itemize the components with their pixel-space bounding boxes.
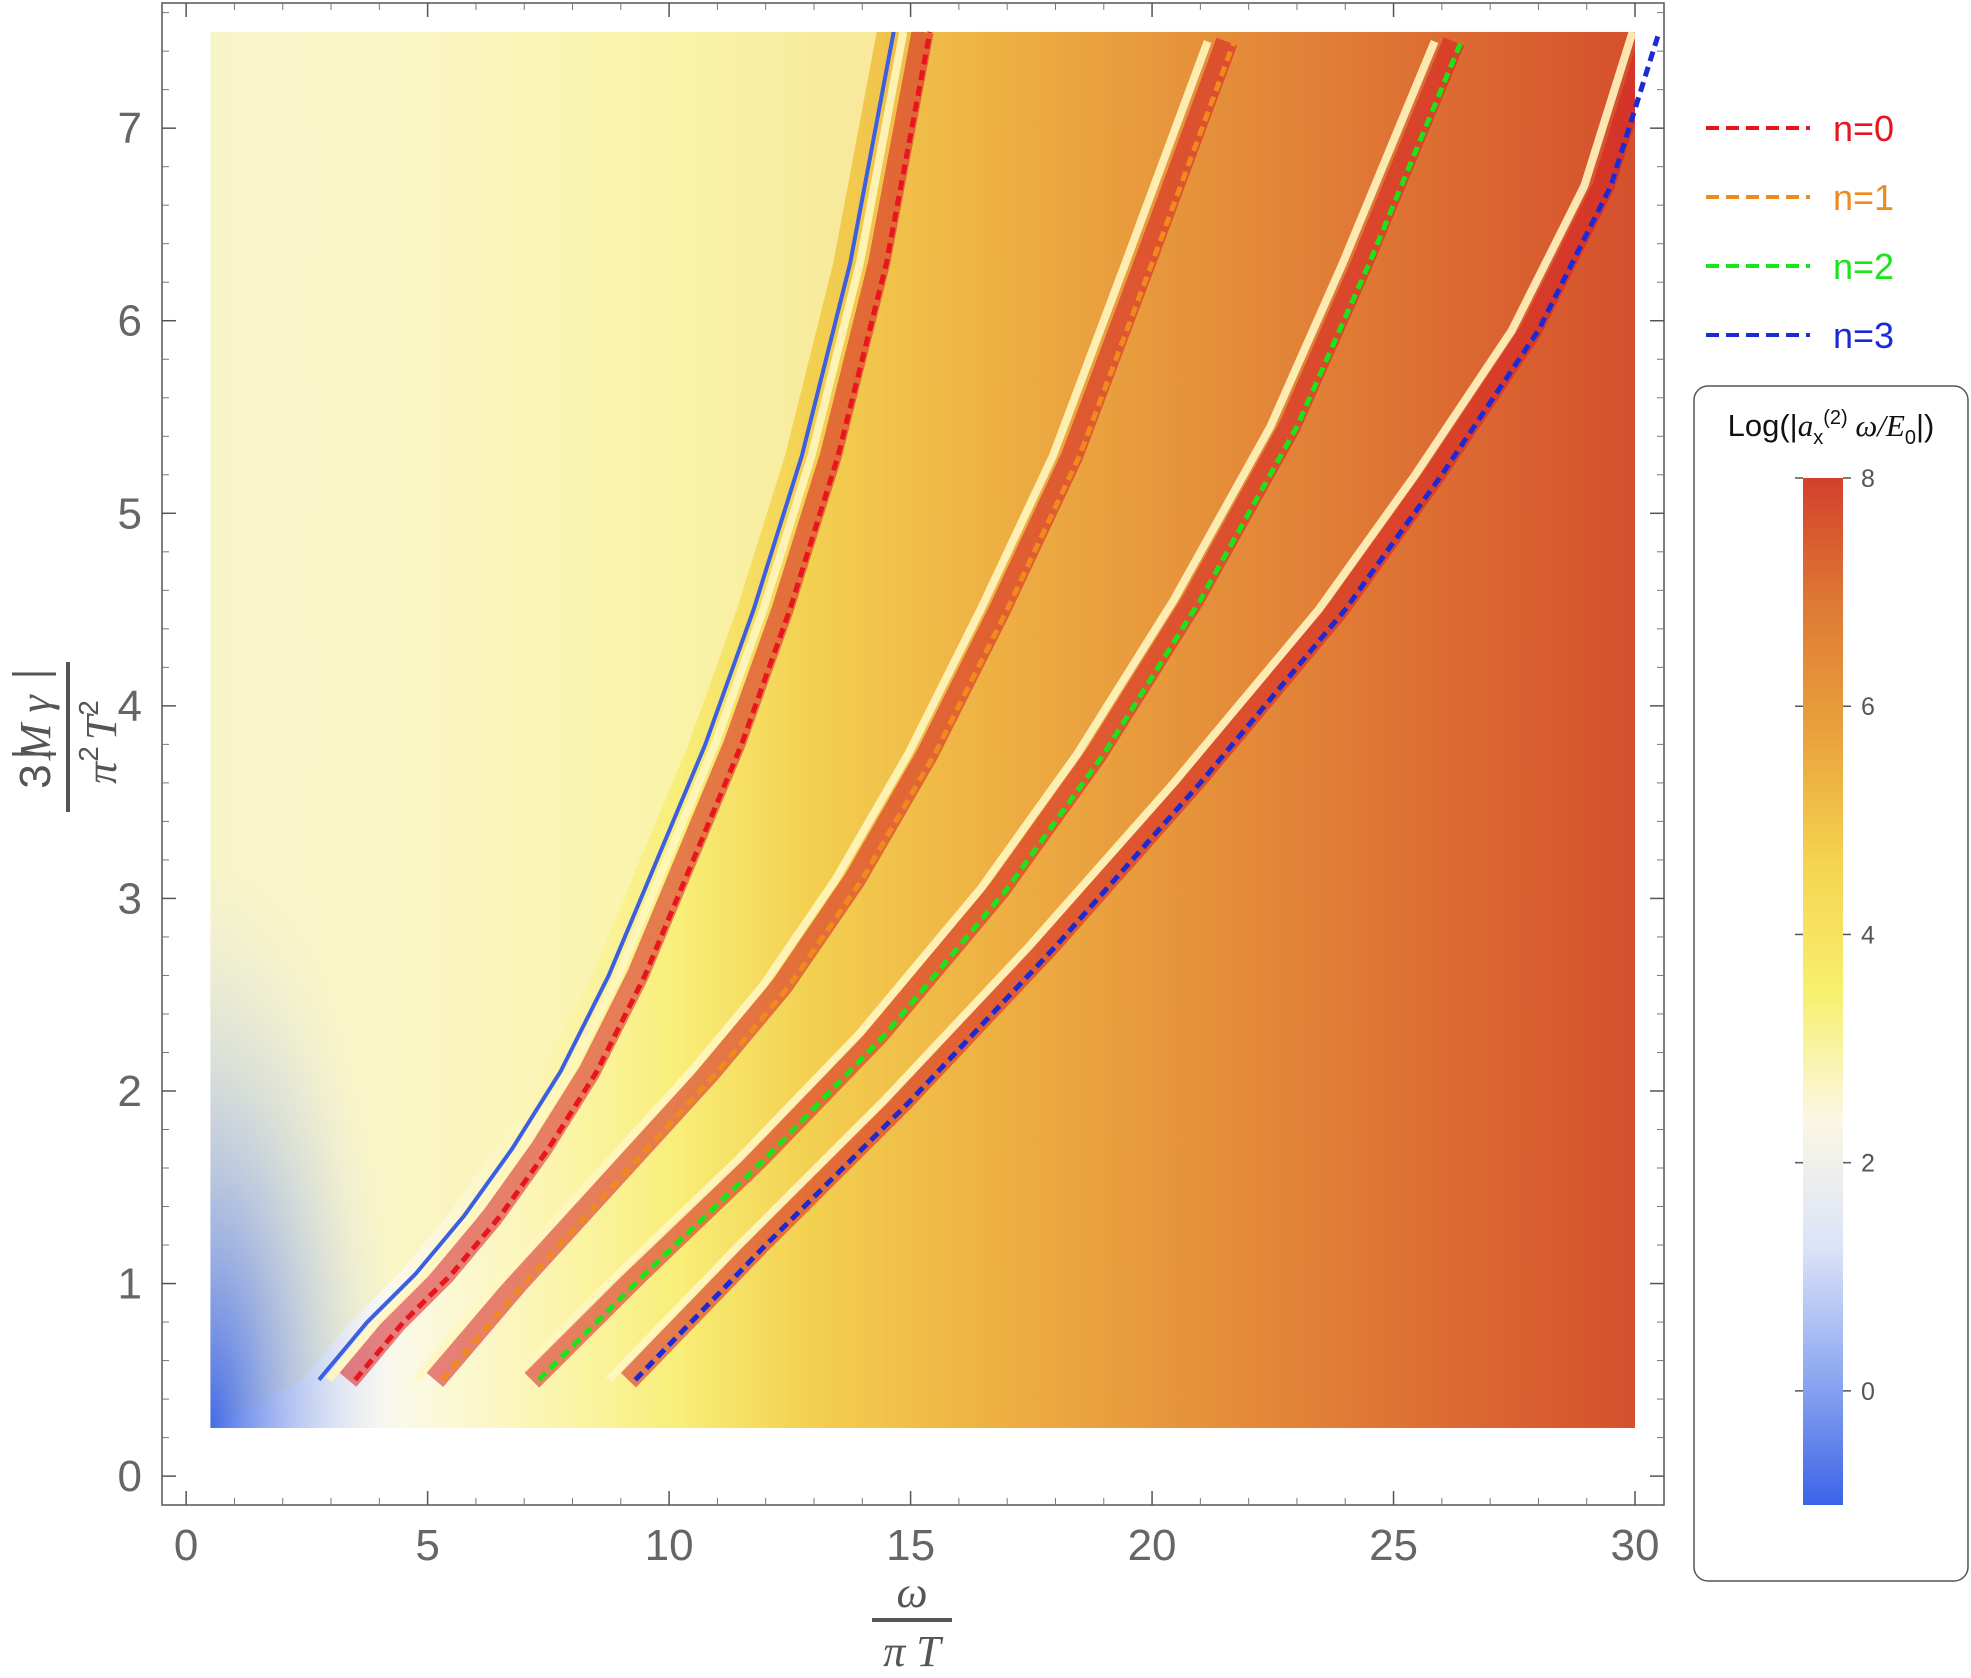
x-axis-ticks: 0 5 10 15 20 25 30 — [174, 3, 1660, 1570]
x-tick-label: 30 — [1611, 1521, 1660, 1570]
y-tick-label: 0 — [118, 1452, 142, 1501]
y-tick-label: 2 — [118, 1067, 142, 1116]
series-lines — [353, 31, 1662, 1382]
ridge-red-band-1 — [426, 37, 1238, 1387]
x-axis-label: ω π T — [872, 1568, 952, 1676]
svg-text:π2T2: π2T2 — [73, 700, 126, 784]
svg-text:3M γ: 3M γ — [11, 694, 60, 789]
heatmap-field — [210, 31, 1636, 1428]
x-tick-label: 5 — [415, 1521, 439, 1570]
legend: n=0 n=1 n=2 n=3 — [1706, 108, 1894, 356]
legend-label-n=0: n=0 — [1833, 108, 1894, 149]
y-label-T-exp: 2 — [73, 700, 104, 716]
y-label-pi-exp: 2 — [73, 746, 104, 762]
x-tick-label: 10 — [645, 1521, 694, 1570]
colorbar-gradient — [1803, 478, 1843, 1505]
plot-frame — [161, 2, 1665, 1506]
x-label-numerator: ω — [896, 1568, 927, 1617]
y-axis-label: 3M γ π2T2 — [11, 662, 126, 812]
ridge-red-band-3 — [620, 49, 1636, 1388]
ridge-red-band-0 — [339, 31, 934, 1387]
colorbar-tick-label: 0 — [1861, 1378, 1875, 1406]
ridge-red-band-2 — [523, 37, 1465, 1388]
y-tick-label: 5 — [118, 489, 142, 538]
resonance-ridges — [317, 31, 1636, 1388]
series-line-n=2 — [536, 40, 1464, 1382]
x-tick-label: 25 — [1369, 1521, 1418, 1570]
x-tick-label: 15 — [886, 1521, 935, 1570]
y-label-T: T — [77, 712, 126, 740]
y-label-prefix: 3 — [11, 764, 60, 788]
ridge-light-band-1 — [412, 40, 1212, 1383]
colorbar: Log(|ax(2) ω/E0|) 0 2 4 6 8 — [1693, 385, 1969, 1582]
colorbar-ticks: 0 2 4 6 8 — [1795, 465, 1875, 1406]
legend-label-n=2: n=2 — [1833, 246, 1894, 287]
series-line-n=0 — [353, 31, 933, 1382]
y-axis-ticks: 0 1 2 3 4 5 6 7 — [118, 12, 1664, 1501]
ridge-light-band-0 — [325, 31, 908, 1383]
y-tick-label: 3 — [118, 874, 142, 923]
y-tick-label: 7 — [118, 104, 142, 153]
series-line-n=3 — [633, 31, 1662, 1382]
ridge-light-band-2 — [509, 39, 1439, 1383]
x-tick-label: 0 — [174, 1521, 198, 1570]
legend-label-n=1: n=1 — [1833, 177, 1894, 218]
colorbar-tick-label: 4 — [1861, 921, 1875, 949]
y-label-pi: π — [77, 760, 126, 784]
colorbar-tick-label: 6 — [1861, 693, 1875, 721]
colorbar-tick-label: 8 — [1861, 465, 1875, 493]
colorbar-title: Log(|ax(2) ω/E0|) — [1728, 407, 1935, 449]
ridge-light-band-3 — [605, 31, 1636, 1383]
ridge-blue-line — [317, 31, 896, 1382]
x-tick-label: 20 — [1128, 1521, 1177, 1570]
legend-label-n=3: n=3 — [1833, 315, 1894, 356]
colorbar-tick-label: 2 — [1861, 1150, 1875, 1178]
x-label-denominator: π T — [883, 1627, 944, 1676]
y-label-symbol: M γ — [11, 694, 60, 762]
y-tick-label: 4 — [118, 682, 142, 731]
y-tick-label: 1 — [118, 1260, 142, 1309]
y-tick-label: 6 — [118, 297, 142, 346]
